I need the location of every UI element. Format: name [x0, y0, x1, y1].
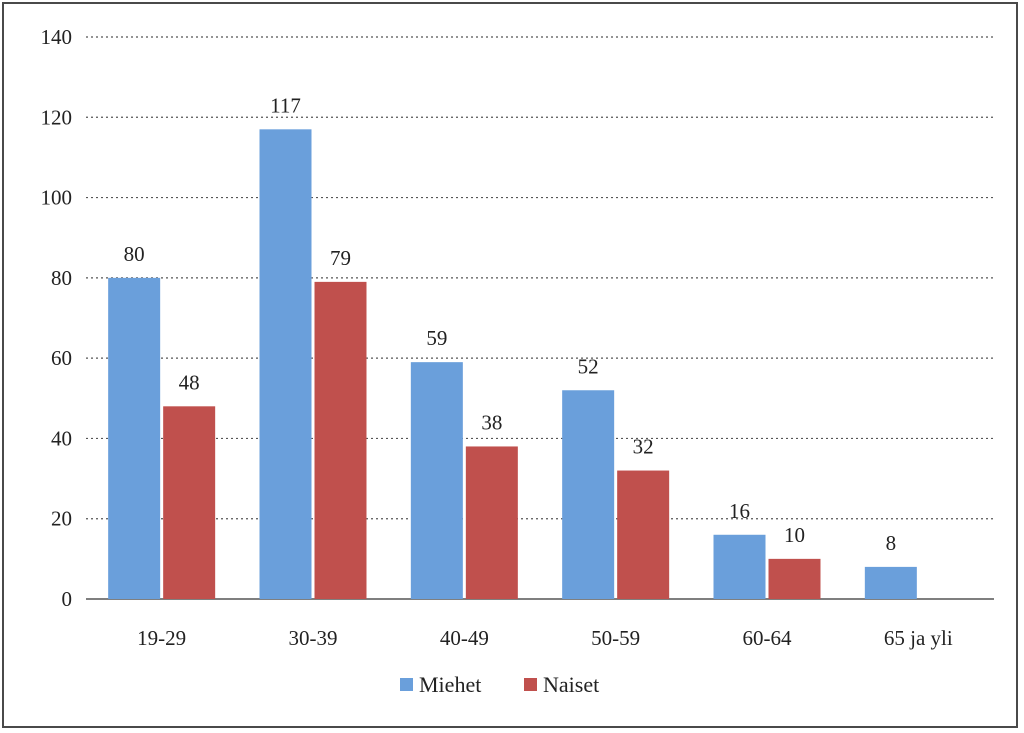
data-label: 48 [179, 370, 200, 394]
y-tick-label: 80 [51, 266, 72, 290]
y-tick-label: 0 [62, 587, 73, 611]
data-label: 117 [270, 93, 301, 117]
bar-miehet-60-64 [713, 534, 766, 599]
bar-naiset-19-29 [163, 406, 216, 599]
y-tick-label: 140 [41, 25, 73, 49]
x-tick-label: 65 ja yli [884, 626, 953, 650]
data-label: 80 [124, 242, 145, 266]
y-tick-label: 120 [41, 105, 73, 129]
bar-miehet-30-39 [259, 129, 312, 599]
x-tick-label: 40-49 [440, 626, 489, 650]
y-tick-label: 20 [51, 507, 72, 531]
x-tick-label: 50-59 [591, 626, 640, 650]
gridlines [86, 36, 994, 520]
bar-miehet-19-29 [108, 277, 161, 599]
bar-naiset-40-49 [465, 446, 518, 599]
x-tick-label: 19-29 [137, 626, 186, 650]
data-label: 52 [578, 354, 599, 378]
legend-label-miehet: Miehet [419, 672, 481, 697]
y-tick-label: 100 [41, 186, 73, 210]
bar-chart: 0 20 40 60 80 100 120 140 19-29 30-39 40-49 50-59 60… [41, 25, 994, 697]
bar-miehet-50-59 [562, 390, 615, 599]
data-labels: 80 48 117 79 59 38 52 32 16 10 8 [124, 93, 896, 555]
data-label: 10 [784, 523, 805, 547]
legend: Miehet Naiset [400, 672, 599, 697]
data-label: 16 [729, 499, 750, 523]
data-label: 38 [481, 410, 502, 434]
y-tick-label: 40 [51, 426, 72, 450]
bar-naiset-60-64 [768, 558, 821, 599]
legend-label-naiset: Naiset [543, 672, 599, 697]
x-tick-label: 30-39 [289, 626, 338, 650]
data-label: 59 [426, 326, 447, 350]
bars [108, 129, 917, 599]
x-tick-label: 60-64 [743, 626, 792, 650]
bar-naiset-30-39 [314, 281, 367, 599]
legend-swatch-naiset [524, 678, 537, 691]
data-label: 79 [330, 246, 351, 270]
y-tick-label: 60 [51, 346, 72, 370]
axes: 0 20 40 60 80 100 120 140 19-29 30-39 40-49 50-59 60… [41, 25, 994, 650]
bar-naiset-50-59 [617, 470, 670, 599]
bar-miehet-65-ja-yli [864, 566, 917, 599]
data-label: 32 [633, 435, 654, 459]
legend-swatch-miehet [400, 678, 413, 691]
data-label: 8 [886, 531, 897, 555]
bar-miehet-40-49 [410, 362, 463, 599]
